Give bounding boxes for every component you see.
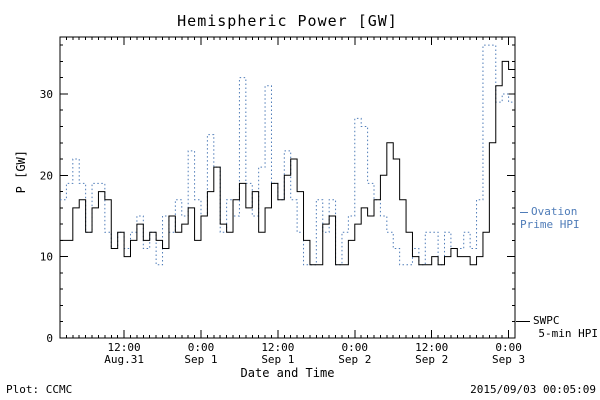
svg-text:0:00: 0:00 [188,341,215,354]
svg-text:20: 20 [40,169,53,182]
svg-text:Sep 2: Sep 2 [415,353,448,366]
svg-text:0: 0 [46,332,53,345]
svg-text:10: 10 [40,251,53,264]
chart-title: Hemispheric Power [GW] [177,12,398,30]
legend-swpc-label-1: SWPC [533,314,560,327]
svg-text:0:00: 0:00 [342,341,369,354]
svg-text:Sep 1: Sep 1 [184,353,217,366]
series-swpc-5-min-hpi [60,60,516,266]
legend-ovation-label-2: Prime HPI [520,218,580,231]
legend-swpc: SWPC 5-min HPI [516,314,598,340]
legend-ovation-label-1: Ovation [531,205,578,218]
plot-credit: Plot: CCMC [6,383,73,396]
svg-text:12:00: 12:00 [108,341,141,354]
svg-text:Sep 3: Sep 3 [492,353,525,366]
legend-swpc-label-2: 5-min HPI [538,327,598,340]
legend-ovation: Ovation Prime HPI [520,205,598,231]
plot-timestamp: 2015/09/03 00:05:09 [470,383,596,396]
x-axis-label: Date and Time [240,366,335,380]
series-ovation-prime-hpi [60,44,515,266]
svg-text:12:00: 12:00 [415,341,448,354]
svg-text:30: 30 [40,88,53,101]
ovation-legend-line-icon [520,211,528,213]
swpc-legend-line-icon [516,320,530,322]
svg-text:Sep 1: Sep 1 [261,353,294,366]
svg-text:Aug.31: Aug.31 [104,353,144,366]
svg-text:Sep 2: Sep 2 [338,353,371,366]
svg-text:0:00: 0:00 [495,341,522,354]
svg-text:12:00: 12:00 [261,341,294,354]
